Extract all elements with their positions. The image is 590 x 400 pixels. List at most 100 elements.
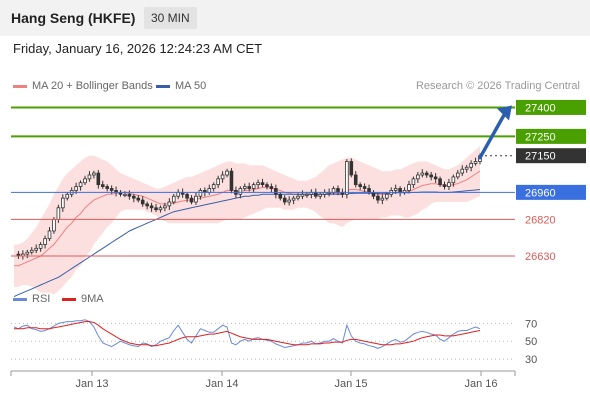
candle-body <box>65 193 70 199</box>
candle-body <box>287 199 291 203</box>
bollinger-band-fill <box>14 146 480 295</box>
level-label-26820: 26820 <box>525 214 556 226</box>
candle-body <box>225 170 229 176</box>
candle-body <box>336 188 340 193</box>
legend-ma9-label: 9MA <box>81 293 104 306</box>
candle-body <box>127 193 132 197</box>
candle-body <box>123 193 127 196</box>
rsi-tick-70: 70 <box>525 318 537 330</box>
candle-body <box>460 168 465 174</box>
legend-ma9: 9MA <box>62 293 104 305</box>
candle-body <box>242 186 247 189</box>
candle-body <box>52 218 56 232</box>
candle-body <box>92 172 96 176</box>
candle-body <box>433 176 438 180</box>
candle-body <box>398 188 402 193</box>
x-axis: Jan 13 Jan 14 Jan 15 Jan 16 <box>10 370 516 390</box>
candle-body <box>269 186 274 189</box>
legend-ma50-label: MA 50 <box>175 80 207 93</box>
rsi-line <box>13 319 481 349</box>
level-label-27150: 27150 <box>525 151 556 163</box>
ma50-swatch <box>156 84 170 88</box>
candle-body <box>34 247 38 251</box>
candle-body <box>442 184 447 187</box>
candle-body <box>100 184 105 187</box>
ma9-swatch <box>62 297 76 301</box>
candle-body <box>416 174 420 180</box>
candle-body <box>367 188 371 193</box>
candle-body <box>296 195 300 199</box>
candle-body <box>167 201 172 207</box>
candle-body <box>313 191 318 197</box>
candle-body <box>305 193 309 196</box>
chart-header: Hang Seng (HKFE) 30 MIN <box>0 0 590 36</box>
trend-arrow <box>478 105 512 160</box>
candle-body <box>247 186 252 189</box>
level-label-26960: 26960 <box>525 187 556 199</box>
rsi-swatch <box>13 297 27 301</box>
candle-body <box>61 197 65 209</box>
candle-body <box>74 186 78 191</box>
price-levels: 27400 27250 27150 26960 26820 26630 <box>11 99 586 263</box>
x-tick-label-2: Jan 15 <box>334 378 367 390</box>
candle-body <box>87 174 92 180</box>
candle-body <box>216 178 220 186</box>
candle-body <box>393 188 398 191</box>
candle-body <box>318 193 323 197</box>
candle-body <box>185 193 189 199</box>
candle-body <box>211 184 216 189</box>
candle-body <box>158 207 163 211</box>
candle-body <box>29 249 34 253</box>
legend-rsi-label: RSI <box>32 293 51 306</box>
candle-body <box>220 174 225 180</box>
candle-body <box>260 182 265 186</box>
candle-body <box>464 166 469 170</box>
candle-body <box>469 163 473 168</box>
rsi-panel: 70 50 30 <box>11 318 537 366</box>
x-tick-label-0: Jan 13 <box>75 378 108 390</box>
candle-body <box>349 161 354 176</box>
candle-body <box>456 172 460 178</box>
candle-body <box>411 178 416 186</box>
candle-body <box>362 186 367 189</box>
candle-body <box>154 207 158 211</box>
level-badge-27400 <box>516 99 586 115</box>
candle-body <box>43 238 47 245</box>
candle-body <box>345 161 349 195</box>
candle-body <box>140 199 145 205</box>
candle-body <box>207 188 212 193</box>
candle-body <box>83 178 87 184</box>
candle-body <box>109 188 114 191</box>
x-tick-label-3: Jan 16 <box>464 378 497 390</box>
candle-body <box>145 203 149 207</box>
legend-rsi: RSI <box>13 293 50 305</box>
candle-body <box>229 170 234 191</box>
datetime-label: Friday, January 16, 2026 12:24:23 AM CET <box>13 41 263 56</box>
level-label-27250: 27250 <box>525 131 556 143</box>
candle-body <box>38 244 43 249</box>
candle-body <box>189 197 194 203</box>
x-tick-label-1: Jan 14 <box>205 378 238 390</box>
candle-body <box>265 184 269 187</box>
candle-body <box>56 207 61 220</box>
level-badge-27150 <box>516 148 586 164</box>
candle-body <box>176 191 181 197</box>
credit-text: Research © 2026 Trading Central <box>415 80 580 92</box>
rsi-tick-30: 30 <box>525 354 537 366</box>
candle-body <box>171 195 176 203</box>
ma20-swatch <box>13 84 27 88</box>
timeframe-button[interactable]: 30 MIN <box>144 7 197 29</box>
candle-body <box>384 193 389 199</box>
candle-body <box>132 195 136 199</box>
legend-ma20: MA 20 + Bollinger Bands <box>13 80 153 92</box>
level-label-26630: 26630 <box>525 251 556 263</box>
candle-body <box>78 182 83 187</box>
legend-ma50: MA 50 <box>156 80 206 92</box>
candle-body <box>429 174 433 178</box>
candle-body <box>291 197 296 201</box>
candle-body <box>105 186 110 189</box>
level-label-27400: 27400 <box>525 102 556 114</box>
instrument-title: Hang Seng (HKFE) <box>11 10 136 26</box>
bollinger-bands <box>14 146 480 295</box>
